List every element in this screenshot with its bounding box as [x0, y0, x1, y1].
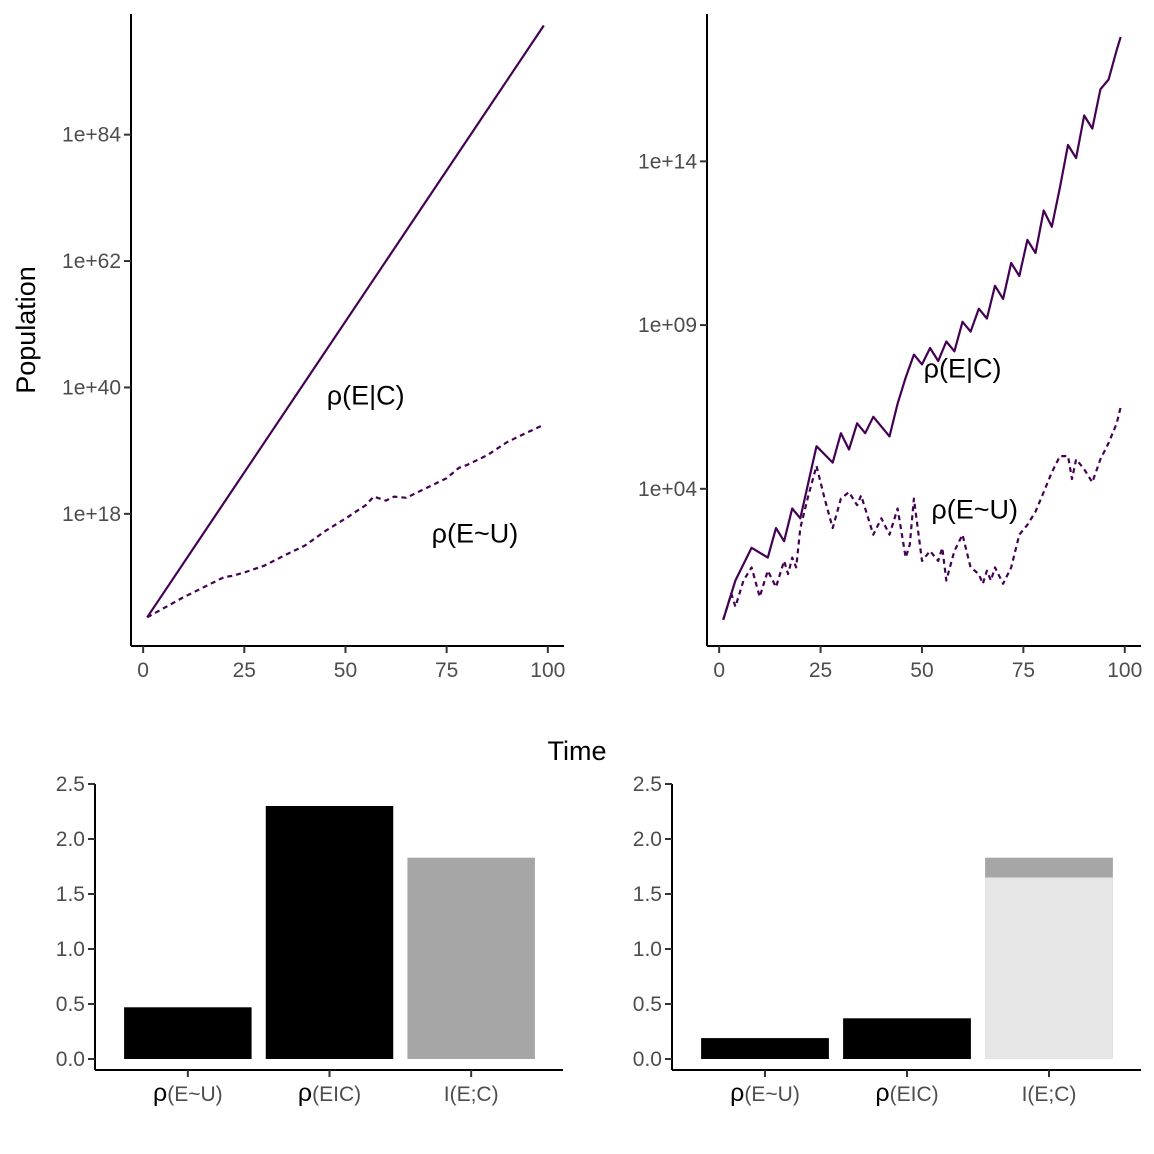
y-tick-label: 1.0 [633, 938, 662, 961]
bar [701, 1038, 829, 1059]
panel-top-left: 0 25 50 75 100 1e+18 1e+40 1e+62 1e+84 ρ(E|C) ρ(E~… [62, 14, 565, 682]
tick-label-text: I(E;C) [444, 1083, 499, 1106]
y-tick-label: 2.5 [56, 773, 85, 796]
x-tick-label: 0 [137, 659, 149, 682]
tick-label-text: (E~U) [167, 1083, 222, 1106]
x-tick-label: 100 [530, 659, 565, 682]
y-tick-label: 1e+62 [62, 250, 121, 273]
x-tick-label: 100 [1107, 659, 1142, 682]
y-tick-label: 2.5 [633, 773, 662, 796]
bar [124, 1007, 252, 1059]
x-tick-label: ρ(EIC) [875, 1079, 938, 1107]
y-tick-label: 1e+84 [62, 124, 121, 147]
tick-label-text: (EIC) [312, 1083, 361, 1106]
x-tick-label: 50 [334, 659, 357, 682]
y-tick-label: 1.0 [56, 938, 85, 961]
shared-y-axis-title: Population [11, 266, 41, 394]
y-tick-label: 2.0 [56, 828, 85, 851]
series-annotation: ρ(E~U) [432, 519, 519, 549]
tick-label-symbol: ρ [298, 1079, 312, 1107]
x-tick-label: ρ(EIC) [298, 1079, 361, 1107]
y-tick-label: 2.0 [633, 828, 662, 851]
series-line-rho-e-tilde-u [722, 406, 1122, 621]
tick-label-text: (E~U) [744, 1083, 799, 1106]
tick-label-text: (EIC) [890, 1083, 939, 1106]
x-tick-label: 25 [809, 659, 832, 682]
y-tick-label: 0.0 [56, 1048, 85, 1071]
x-tick-label: 25 [233, 659, 256, 682]
y-tick-label: 1e+14 [638, 150, 697, 173]
series-line-rho-e-given-c [722, 36, 1122, 621]
bar-stack-lower [985, 877, 1113, 1059]
y-tick-label: 1e+18 [62, 503, 121, 526]
x-tick-label: ρ(E~U) [730, 1079, 800, 1107]
y-tick-label: 1.5 [633, 883, 662, 906]
series-annotation: ρ(E|C) [924, 353, 1002, 383]
y-tick-label: 1e+40 [62, 376, 121, 399]
series-line-rho-e-tilde-u [146, 423, 545, 619]
bar [265, 806, 394, 1059]
bar [843, 1018, 971, 1059]
tick-label-text: I(E;C) [1022, 1083, 1077, 1106]
shared-x-axis-title: Time [548, 736, 607, 766]
panel-bottom-left: 0.00.51.01.52.02.5ρ(E~U) ρ(EIC) I(E;C) [56, 773, 563, 1107]
y-tick-label: 0.0 [633, 1048, 662, 1071]
x-tick-label: 75 [1012, 659, 1035, 682]
y-tick-label: 0.5 [633, 993, 662, 1016]
tick-label-symbol: ρ [730, 1079, 744, 1107]
tick-label-symbol: ρ [875, 1079, 889, 1107]
x-tick-label: I(E;C) [444, 1083, 499, 1106]
x-tick-label: 50 [910, 659, 933, 682]
y-tick-label: 1.5 [56, 883, 85, 906]
tick-label-symbol: ρ [153, 1079, 167, 1107]
x-tick-label: ρ(E~U) [153, 1079, 223, 1107]
bar [407, 857, 535, 1059]
y-tick-label: 1e+09 [638, 314, 697, 337]
x-tick-label: 0 [713, 659, 725, 682]
x-tick-label: I(E;C) [1022, 1083, 1077, 1106]
series-annotation: ρ(E~U) [931, 494, 1018, 524]
y-tick-label: 0.5 [56, 993, 85, 1016]
panel-top-right: 0 25 50 75 100 1e+04 1e+09 1e+14 ρ(E|C) ρ(E~U) [638, 14, 1142, 682]
panel-bottom-right: 0.00.51.01.52.02.5ρ(E~U) ρ(EIC) I(E;C) [633, 773, 1141, 1107]
x-tick-label: 75 [435, 659, 458, 682]
series-annotation: ρ(E|C) [327, 381, 405, 411]
series-line-rho-e-given-c [146, 24, 545, 618]
y-tick-label: 1e+04 [638, 478, 697, 501]
